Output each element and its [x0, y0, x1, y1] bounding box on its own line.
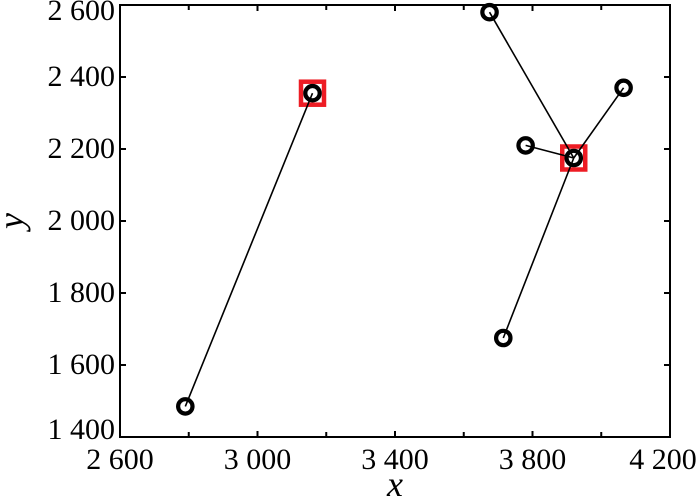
data-point-marker: [564, 148, 584, 168]
highlight-square-marker: [298, 79, 327, 107]
data-point-marker: [516, 136, 535, 155]
highlight-square-marker: [560, 144, 588, 172]
edge-line: [573, 87, 625, 159]
data-point-marker: [176, 397, 195, 416]
plot-border: [119, 4, 671, 438]
edge-line: [488, 11, 575, 159]
data-point-marker: [480, 2, 499, 22]
y-tick-label: 2 200: [47, 132, 116, 165]
edge-line: [502, 157, 575, 339]
x-tick-label: 4 200: [629, 443, 697, 476]
y-axis-label: y: [0, 181, 31, 261]
edge-line: [184, 92, 314, 407]
y-tick-label: 1 600: [47, 348, 116, 381]
y-tick-label: 1 800: [47, 276, 116, 309]
y-tick-label: 2 400: [47, 60, 116, 93]
data-point-marker: [303, 83, 322, 103]
x-axis-label: x: [387, 464, 403, 502]
y-tick-label: 1 400: [47, 413, 116, 446]
data-point-marker: [493, 328, 513, 348]
x-tick-label: 2 600: [86, 443, 154, 476]
x-tick-label: 3 400: [361, 443, 429, 476]
data-point-marker: [614, 78, 633, 98]
y-tick-label: 2 600: [47, 0, 116, 27]
x-tick-label: 3 000: [223, 443, 292, 476]
y-tick-label: 2 000: [47, 204, 116, 237]
x-tick-label: 3 800: [498, 443, 567, 476]
